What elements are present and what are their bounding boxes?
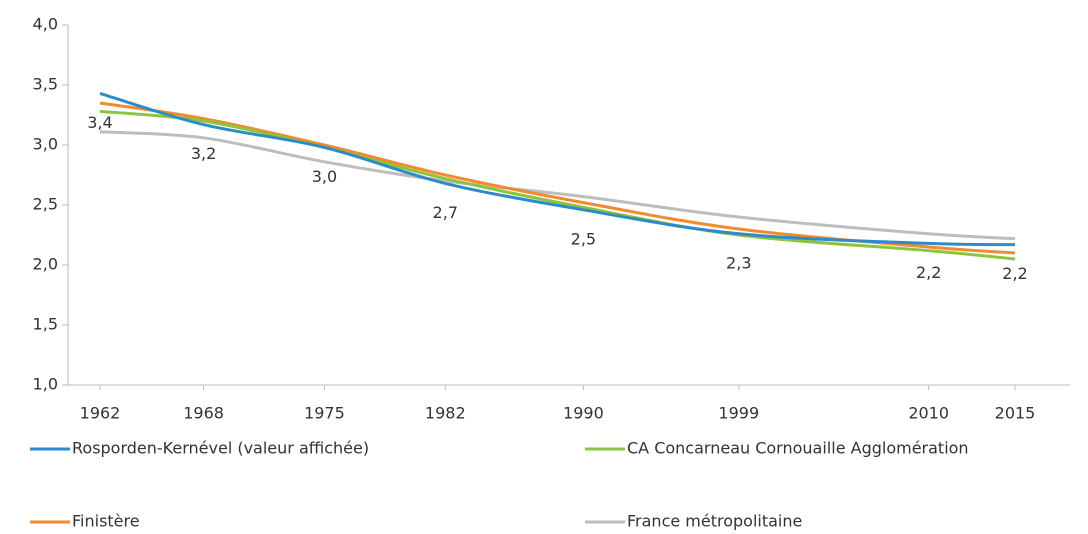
y-tick-label: 1,5 bbox=[33, 315, 58, 334]
data-label: 3,0 bbox=[312, 167, 337, 186]
series-line bbox=[99, 109, 1016, 261]
y-tick-label: 4,0 bbox=[33, 15, 58, 34]
data-label: 2,3 bbox=[726, 253, 751, 272]
legend-label: France métropolitaine bbox=[627, 512, 802, 531]
x-tick-label: 1975 bbox=[304, 404, 345, 423]
x-tick-label: 1999 bbox=[718, 404, 759, 423]
series-line bbox=[99, 91, 1016, 247]
y-tick-label: 1,0 bbox=[33, 375, 58, 394]
y-tick-label: 2,5 bbox=[33, 195, 58, 214]
data-label: 3,4 bbox=[87, 113, 112, 132]
x-tick-label: 1982 bbox=[425, 404, 466, 423]
y-tick-label: 3,5 bbox=[33, 75, 58, 94]
data-label: 2,2 bbox=[916, 263, 941, 282]
legend-label: Rosporden-Kernével (valeur affichée) bbox=[72, 439, 369, 458]
x-tick-label: 2010 bbox=[908, 404, 949, 423]
legend-label: Finistère bbox=[72, 512, 140, 531]
y-tick-label: 2,0 bbox=[33, 255, 58, 274]
data-label: 2,5 bbox=[571, 229, 596, 248]
y-tick-label: 3,0 bbox=[33, 135, 58, 154]
x-tick-label: 1968 bbox=[183, 404, 224, 423]
x-tick-label: 1962 bbox=[80, 404, 121, 423]
series-line bbox=[99, 101, 1016, 255]
x-tick-label: 2015 bbox=[995, 404, 1036, 423]
x-tick-label: 1990 bbox=[563, 404, 604, 423]
series-line bbox=[99, 130, 1016, 241]
data-label: 2,2 bbox=[1002, 264, 1027, 283]
data-label: 2,7 bbox=[433, 203, 458, 222]
legend-label: CA Concarneau Cornouaille Agglomération bbox=[627, 439, 969, 458]
data-label: 3,2 bbox=[191, 144, 216, 163]
